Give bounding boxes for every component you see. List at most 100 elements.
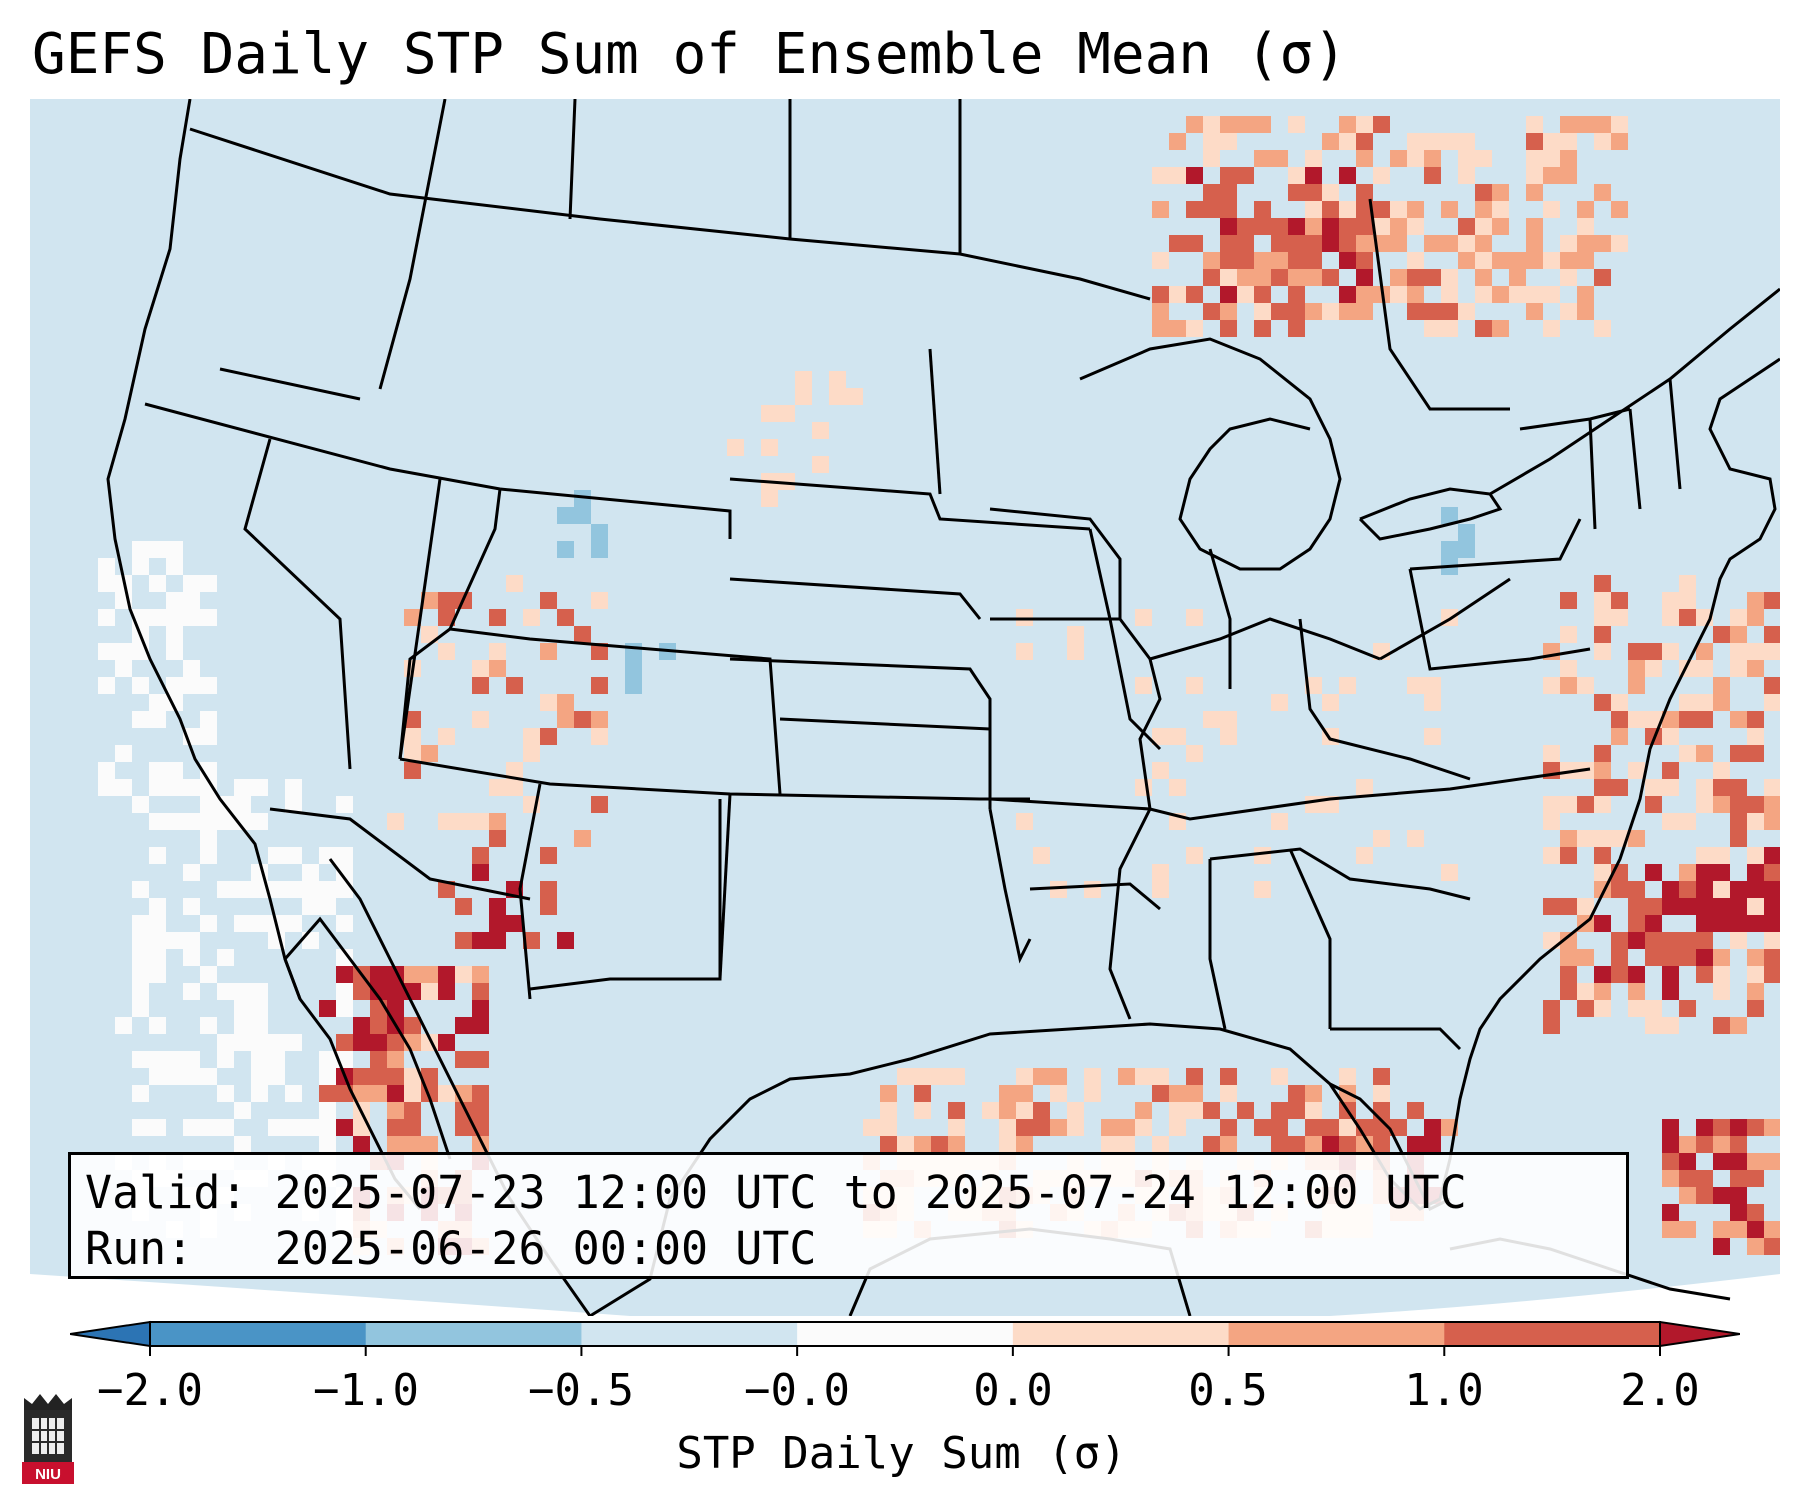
anomaly-cell (421, 745, 438, 762)
anomaly-cell (1271, 813, 1288, 830)
anomaly-cell (1152, 1136, 1169, 1153)
anomaly-cell (183, 983, 200, 1000)
anomaly-cell (404, 1017, 421, 1034)
anomaly-cell (217, 983, 234, 1000)
anomaly-cell (1254, 269, 1271, 286)
anomaly-cell (1016, 643, 1033, 660)
anomaly-cell (1594, 847, 1611, 864)
anomaly-cell (1764, 592, 1780, 609)
anomaly-cell (999, 1085, 1016, 1102)
anomaly-cell (1271, 1136, 1288, 1153)
anomaly-cell (863, 1119, 880, 1136)
anomaly-cell (1203, 150, 1220, 167)
anomaly-cell (268, 881, 285, 898)
anomaly-cell (1594, 235, 1611, 252)
anomaly-cell (1679, 1136, 1696, 1153)
colorbar-tick-label: 0.0 (973, 1365, 1053, 1416)
anomaly-cell (438, 983, 455, 1000)
anomaly-cell (1305, 167, 1322, 184)
anomaly-cell (1220, 218, 1237, 235)
anomaly-cell (166, 609, 183, 626)
anomaly-cell (1390, 150, 1407, 167)
anomaly-cell (166, 779, 183, 796)
anomaly-cell (1322, 303, 1339, 320)
anomaly-cell (1050, 1068, 1067, 1085)
anomaly-cell (404, 745, 421, 762)
anomaly-cell (1560, 966, 1577, 983)
anomaly-cell (591, 541, 608, 558)
anomaly-cell (319, 1102, 336, 1119)
anomaly-cell (472, 932, 489, 949)
anomaly-cell (1237, 286, 1254, 303)
anomaly-cell (1305, 184, 1322, 201)
anomaly-cell (1424, 1119, 1441, 1136)
anomaly-cell (1713, 983, 1730, 1000)
anomaly-cell (285, 1034, 302, 1051)
anomaly-cell (370, 1068, 387, 1085)
anomaly-cell (1594, 133, 1611, 150)
anomaly-cell (1203, 711, 1220, 728)
anomaly-cell (1356, 779, 1373, 796)
anomaly-cell (1220, 1085, 1237, 1102)
anomaly-cell (251, 1068, 268, 1085)
anomaly-cell (1594, 830, 1611, 847)
anomaly-cell (1356, 286, 1373, 303)
anomaly-cell (1237, 116, 1254, 133)
anomaly-cell (455, 898, 472, 915)
anomaly-cell (336, 1119, 353, 1136)
anomaly-cell (1679, 932, 1696, 949)
anomaly-cell (132, 711, 149, 728)
anomaly-cell (1747, 813, 1764, 830)
anomaly-cell (1441, 133, 1458, 150)
anomaly-cell (1747, 592, 1764, 609)
anomaly-cell (1254, 1119, 1271, 1136)
anomaly-cell (625, 677, 642, 694)
anomaly-cell (1679, 609, 1696, 626)
anomaly-cell (234, 813, 251, 830)
anomaly-cell (132, 1000, 149, 1017)
anomaly-cell (1543, 286, 1560, 303)
anomaly-cell (132, 796, 149, 813)
niu-logo-text: NIU (35, 1466, 61, 1483)
anomaly-cell (132, 1085, 149, 1102)
anomaly-cell (1577, 252, 1594, 269)
anomaly-cell (336, 949, 353, 966)
anomaly-cell (1067, 643, 1084, 660)
anomaly-cell (795, 371, 812, 388)
anomaly-cell (1764, 949, 1780, 966)
anomaly-cell (1271, 1068, 1288, 1085)
anomaly-cell (557, 694, 574, 711)
anomaly-cell (1713, 966, 1730, 983)
anomaly-cell (1577, 235, 1594, 252)
anomaly-cell (200, 1017, 217, 1034)
anomaly-cell (200, 830, 217, 847)
anomaly-cell (1356, 184, 1373, 201)
anomaly-cell (166, 541, 183, 558)
anomaly-cell (1356, 150, 1373, 167)
anomaly-cell (370, 1017, 387, 1034)
anomaly-cell (1679, 864, 1696, 881)
east-coastline (1688, 357, 1780, 660)
anomaly-cell (455, 813, 472, 830)
anomaly-cell (404, 1119, 421, 1136)
anomaly-cell (1441, 303, 1458, 320)
anomaly-cell (1679, 1000, 1696, 1017)
anomaly-cell (557, 711, 574, 728)
anomaly-cell (1696, 847, 1713, 864)
anomaly-cell (1764, 1153, 1780, 1170)
anomaly-cell (489, 898, 506, 915)
anomaly-cell (1713, 847, 1730, 864)
anomaly-cell (489, 660, 506, 677)
anomaly-cell (1475, 201, 1492, 218)
anomaly-cell (1441, 320, 1458, 337)
anomaly-cell (591, 711, 608, 728)
anomaly-cell (1696, 966, 1713, 983)
anomaly-cell (880, 1119, 897, 1136)
anomaly-cell (1169, 728, 1186, 745)
anomaly-cell (149, 541, 166, 558)
anomaly-cell (1577, 898, 1594, 915)
anomaly-cell (1288, 1136, 1305, 1153)
anomaly-cell (251, 1017, 268, 1034)
anomaly-cell (234, 1034, 251, 1051)
anomaly-cell (234, 881, 251, 898)
